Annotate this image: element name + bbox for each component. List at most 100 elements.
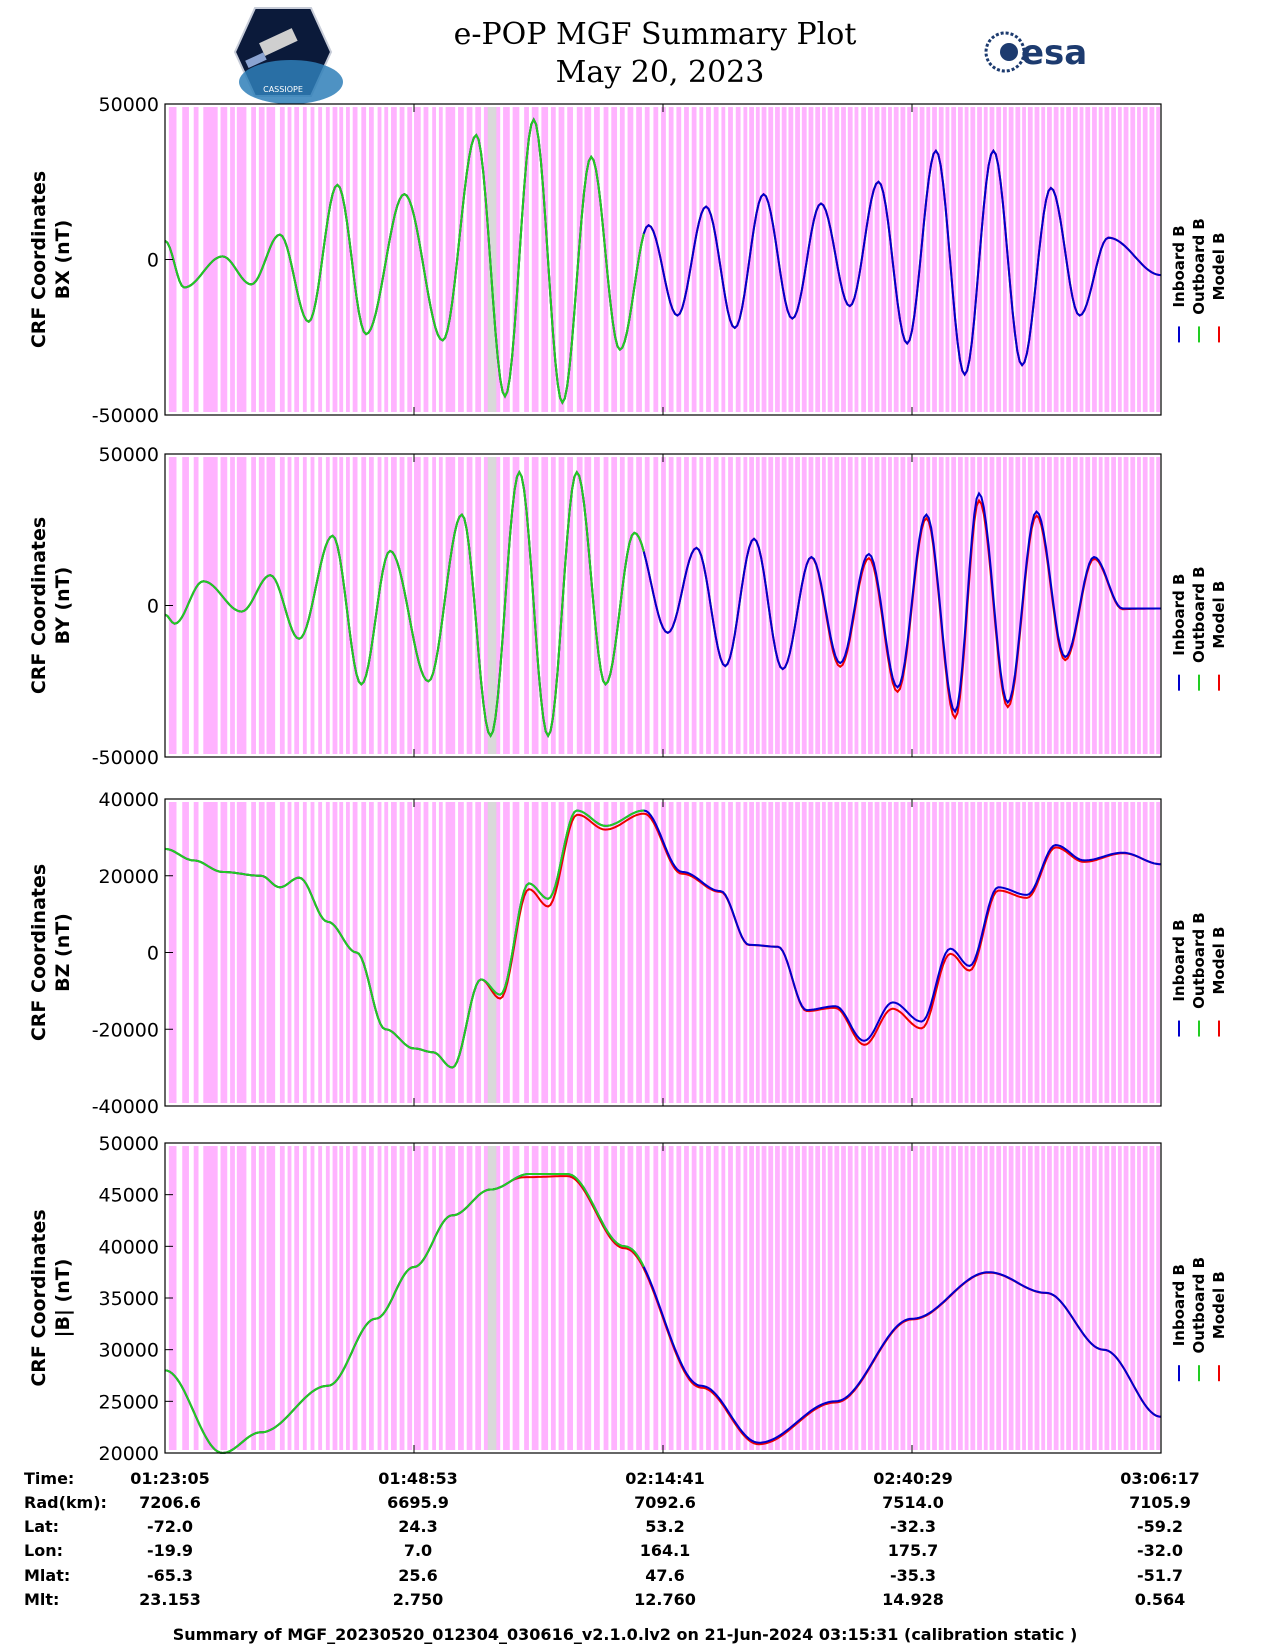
data-coverage-band	[900, 802, 906, 1103]
data-coverage-band	[815, 1146, 821, 1450]
info-row-label: Lat:	[24, 1517, 59, 1536]
data-coverage-band	[900, 1146, 906, 1450]
data-coverage-band	[900, 107, 906, 412]
data-coverage-band	[808, 457, 814, 754]
data-coverage-band	[1092, 1146, 1097, 1450]
data-coverage-band	[919, 1146, 925, 1450]
data-coverage-band	[938, 802, 944, 1103]
data-coverage-band	[531, 457, 539, 754]
plot-panels: 50000 0 -50000 CRF Coordinates BX (nT) Inboar…	[28, 94, 1228, 1465]
data-coverage-band	[888, 457, 892, 754]
data-coverage-band	[414, 1146, 421, 1450]
data-coverage-band	[438, 457, 443, 754]
data-coverage-band	[1111, 1146, 1116, 1450]
data-coverage-band	[1002, 457, 1007, 754]
data-coverage-band	[1066, 107, 1071, 412]
data-coverage-band	[576, 107, 583, 412]
info-row-label: Mlat:	[24, 1566, 70, 1585]
data-coverage-band	[302, 107, 307, 412]
y-tick-label: 50000	[99, 1133, 159, 1155]
data-coverage-band	[1079, 1146, 1084, 1450]
data-coverage-band	[475, 457, 482, 754]
data-coverage-band	[193, 1146, 199, 1450]
data-coverage-band	[1104, 457, 1110, 754]
y-tick-label: 20000	[99, 1443, 159, 1465]
data-coverage-band	[432, 457, 437, 754]
data-coverage-band	[847, 802, 853, 1103]
data-coverage-band	[1098, 802, 1103, 1103]
data-coverage-band	[1022, 802, 1026, 1103]
y-tick-label: -20000	[92, 1019, 159, 1041]
data-coverage-band	[1072, 457, 1078, 754]
y-tick-label: 40000	[99, 789, 159, 811]
data-coverage-band	[603, 1146, 609, 1450]
data-coverage-band	[432, 802, 437, 1103]
data-coverage-band	[310, 1146, 315, 1450]
data-coverage-band	[893, 107, 899, 412]
data-coverage-band	[251, 107, 256, 412]
data-coverage-band	[847, 457, 853, 754]
data-coverage-band	[558, 1146, 565, 1450]
data-coverage-band	[801, 457, 807, 754]
data-coverage-band	[713, 1146, 719, 1450]
data-coverage-band	[325, 1146, 330, 1450]
data-coverage-band	[310, 802, 315, 1103]
info-value: 7105.9	[1129, 1493, 1191, 1512]
y-tick-label: -40000	[92, 1096, 159, 1118]
data-coverage-band	[834, 802, 840, 1103]
data-coverage-band	[266, 802, 276, 1103]
data-coverage-band	[854, 802, 859, 1103]
data-coverage-band	[182, 107, 189, 412]
y-tick-label: 25000	[99, 1391, 159, 1413]
info-row-label: Rad(km):	[24, 1493, 107, 1512]
data-coverage-band	[524, 802, 529, 1103]
data-coverage-band	[888, 1146, 892, 1450]
data-coverage-band	[970, 1146, 976, 1450]
data-coverage-band	[1123, 802, 1129, 1103]
data-coverage-band	[512, 1146, 520, 1450]
data-coverage-band	[458, 1146, 464, 1450]
data-coverage-band	[684, 457, 689, 754]
info-value: 25.6	[398, 1566, 437, 1585]
data-coverage-band	[1111, 107, 1116, 412]
data-coverage-band	[1047, 457, 1052, 754]
data-coverage-band	[808, 107, 814, 412]
data-coverage-band	[926, 802, 931, 1103]
legend-label: Outboard B	[1190, 566, 1208, 663]
data-coverage-band	[493, 1146, 501, 1450]
data-coverage-band	[834, 457, 840, 754]
data-coverage-band	[332, 457, 338, 754]
data-coverage-band	[893, 802, 899, 1103]
data-coverage-band	[203, 107, 218, 412]
data-coverage-band	[676, 1146, 682, 1450]
data-coverage-band	[1156, 107, 1161, 412]
data-coverage-band	[1060, 107, 1065, 412]
data-coverage-band	[874, 457, 880, 754]
data-coverage-band	[636, 802, 642, 1103]
data-coverage-band	[294, 1146, 300, 1450]
data-coverage-band	[318, 802, 323, 1103]
data-coverage-band	[1015, 1146, 1021, 1450]
data-coverage-band	[1047, 802, 1052, 1103]
esa-logo-text: esa	[1021, 33, 1087, 73]
data-coverage-band	[302, 457, 307, 754]
data-coverage-band	[475, 107, 482, 412]
data-coverage-band	[432, 107, 437, 412]
y-axis-label: CRF Coordinates BY (nT)	[28, 517, 74, 694]
data-coverage-band	[458, 107, 464, 412]
data-coverage-band	[1137, 1146, 1141, 1450]
data-coverage-band	[550, 457, 556, 754]
data-coverage-band	[193, 457, 199, 754]
data-coverage-band	[531, 1146, 539, 1450]
orbit-info-table: Time: Rad(km): Lat: Lon: Mlat: Mlt: 01:23:05 72…	[24, 1469, 1200, 1609]
data-coverage-band	[874, 802, 880, 1103]
data-coverage-band	[1053, 802, 1059, 1103]
data-coverage-band	[203, 1146, 218, 1450]
data-coverage-band	[699, 802, 704, 1103]
satellite-body-shape	[259, 28, 298, 56]
data-coverage-band	[926, 457, 931, 754]
data-coverage-band	[768, 1146, 774, 1450]
data-coverage-band	[361, 802, 367, 1103]
data-coverage-band	[684, 107, 689, 412]
info-value: 53.2	[645, 1517, 684, 1536]
